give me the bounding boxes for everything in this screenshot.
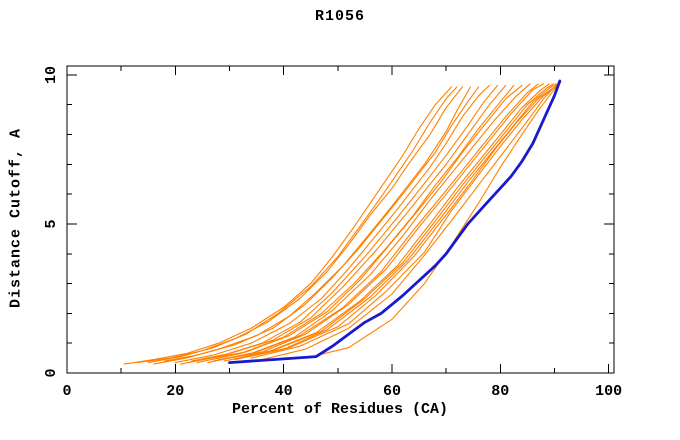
curve-model-04 [163,86,480,362]
curve-model-05 [174,84,490,364]
x-tick-label-0: 0 [62,383,71,400]
curve-reference [228,79,562,365]
curve-model-03 [153,86,472,365]
curve-model-16 [239,81,561,359]
curve-model-19 [261,81,561,361]
curve-model-17 [250,81,562,359]
curve-model-09 [201,84,523,361]
axis-ticks [66,66,614,374]
x-tick-label-40: 40 [275,383,293,400]
y-tick-label-0: 0 [43,368,60,377]
chart-title: R1056 [314,8,365,25]
y-axis-label: Distance Cutoff, A [7,127,25,309]
curve-model-07 [191,84,507,362]
x-axis-label: Percent of Residues (CA) [231,401,449,418]
y-tick-label-10: 10 [43,66,60,84]
curve-model-02 [136,86,463,364]
y-tick-label-5: 5 [43,219,60,228]
x-tick-label-100: 100 [595,383,622,400]
curve-model-14 [228,83,554,359]
x-tick-label-80: 80 [491,383,509,400]
curve-model-18 [147,86,458,364]
curve-model-13 [223,83,550,362]
curve-model-01 [123,86,453,365]
curve-model-20 [304,83,560,359]
x-tick-label-20: 20 [166,383,184,400]
x-tick-label-60: 60 [383,383,401,400]
curve-model-15 [234,83,557,361]
plot-frame [66,65,615,374]
curve-model-11 [212,83,539,362]
curve-model-12 [218,83,545,361]
